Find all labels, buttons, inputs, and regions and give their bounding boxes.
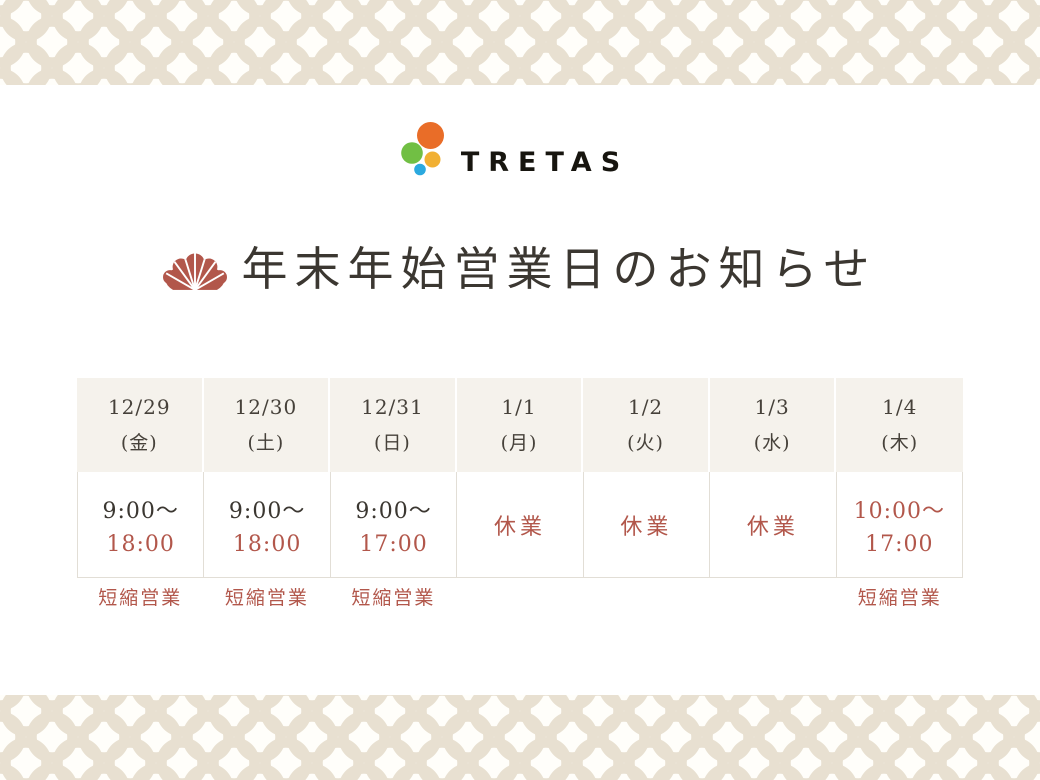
closed-cell: 休業: [583, 472, 711, 577]
pine-crest-icon: [163, 250, 228, 294]
closed-label: 休業: [493, 514, 546, 540]
closed-label: 休業: [620, 514, 673, 540]
closed-cell: 休業: [457, 472, 584, 577]
closed-label: 休業: [746, 514, 799, 540]
day-header-cell: 1/2 (火): [583, 378, 710, 472]
header-date: 1/3: [754, 395, 790, 419]
hours-cell: 9:00〜 18:00: [204, 472, 331, 577]
note-label: [457, 585, 584, 612]
logo-dot-blue: [414, 163, 426, 176]
note-label: 短縮営業: [224, 587, 309, 609]
day-header-cell: 12/31 (日): [330, 378, 457, 472]
note-label: 短縮営業: [857, 587, 942, 609]
hours-text: 9:00〜: [102, 498, 179, 524]
closed-cell: 休業: [710, 472, 837, 577]
schedule-hours-row: 9:00〜 18:00 9:00〜 18:00 9:00〜 17:00 休業 休業 休業 10:0…: [77, 472, 963, 578]
hours-text: 9:00〜: [228, 498, 306, 524]
notice-title-row: 年末年始営業日のお知らせ: [0, 228, 1040, 304]
header-weekday: (月): [500, 432, 538, 454]
day-header-cell: 12/30 (土): [203, 378, 331, 472]
decorative-pattern-top: [0, 0, 1040, 85]
header-date: 1/1: [501, 395, 537, 419]
day-header-cell: 1/3 (水): [709, 378, 837, 472]
hours-text: 9:00〜: [355, 498, 432, 524]
header-weekday: (金): [120, 432, 158, 454]
note-label: 短縮営業: [98, 587, 183, 609]
header-weekday: (水): [753, 432, 791, 454]
header-weekday: (日): [374, 432, 411, 454]
hours-text: 18:00: [232, 531, 302, 557]
logo-dot-green: [401, 142, 423, 164]
logo-dots-icon: [401, 122, 444, 176]
hours-text: 10:00〜: [853, 498, 945, 524]
day-header-cell: 1/4 (木): [836, 378, 963, 472]
header-weekday: (火): [627, 432, 664, 454]
header-date: 12/31: [361, 395, 424, 419]
brand-name: TRETAS: [460, 147, 630, 178]
schedule-table: 12/29 (金) 12/30 (土) 12/31 (日) 1/1 (月) 1/2 (火) 1/3 (…: [77, 378, 963, 612]
schedule-header-row: 12/29 (金) 12/30 (土) 12/31 (日) 1/1 (月) 1/2 (火) 1/3 (…: [77, 378, 963, 472]
hours-cell: 9:00〜 18:00: [78, 472, 205, 577]
logo-dot-amber: [424, 151, 441, 168]
hours-text: 18:00: [106, 531, 175, 557]
header-date: 1/4: [882, 395, 918, 419]
header-weekday: (木): [881, 432, 919, 454]
note-label: 短縮営業: [351, 587, 436, 609]
day-header-cell: 12/29 (金): [77, 378, 204, 472]
logo-dot-orange: [416, 122, 444, 149]
note-label: [583, 585, 710, 612]
hours-cell: 9:00〜 17:00: [330, 472, 458, 577]
brand-logo: TRETAS: [0, 117, 1034, 179]
header-date: 12/30: [234, 395, 298, 419]
header-date: 12/29: [107, 395, 171, 419]
header-date: 1/2: [627, 395, 664, 419]
note-label: [710, 585, 837, 612]
page-title: 年末年始営業日のお知らせ: [241, 242, 877, 296]
hours-text: 17:00: [865, 531, 934, 557]
decorative-pattern-bottom: [0, 695, 1040, 780]
header-weekday: (土): [247, 432, 285, 454]
hours-text: 17:00: [359, 531, 428, 557]
hours-cell: 10:00〜 17:00: [836, 472, 963, 577]
day-header-cell: 1/1 (月): [456, 378, 584, 472]
schedule-notes-row: 短縮営業 短縮営業 短縮営業 短縮営業: [77, 585, 963, 612]
